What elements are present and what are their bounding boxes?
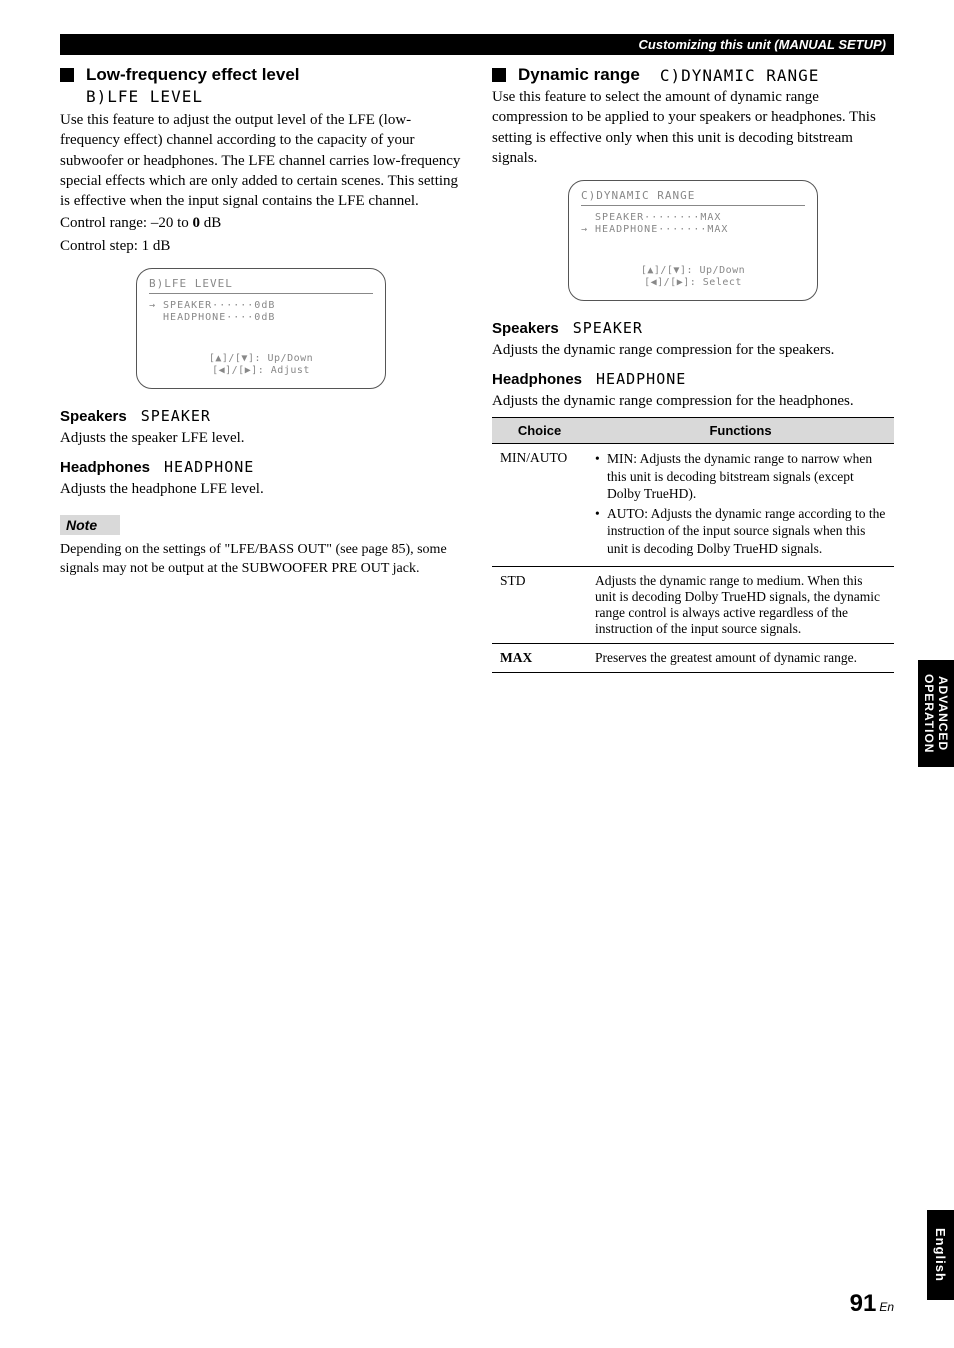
control-step: Control step: 1 dB — [60, 236, 462, 256]
list-item: MIN: Adjusts the dynamic range to narrow… — [595, 450, 886, 503]
bullet-list: MIN: Adjusts the dynamic range to narrow… — [595, 450, 886, 557]
control-range: Control range: –20 to 0 dB — [60, 213, 462, 233]
headphones-desc: Adjusts the headphone LFE level. — [60, 479, 462, 499]
control-range-label: Control range: –20 to — [60, 215, 192, 231]
table-header-row: Choice Functions — [492, 418, 894, 444]
right-column: Dynamic range C)DYNAMIC RANGE Use this f… — [492, 65, 894, 673]
cell-choice: STD — [492, 566, 587, 643]
page-number: 91 — [850, 1290, 877, 1317]
cell-functions: Preserves the greatest amount of dynamic… — [587, 643, 894, 672]
subhead-label: Headphones — [492, 371, 582, 388]
osd-display-lfe: B)LFE LEVEL → SPEAKER······0dB HEADPHONE… — [136, 268, 386, 389]
table-row: MAX Preserves the greatest amount of dyn… — [492, 643, 894, 672]
control-range-unit: dB — [200, 215, 221, 231]
subheading-speakers: Speakers SPEAKER — [492, 319, 894, 338]
cell-functions: Adjusts the dynamic range to medium. Whe… — [587, 566, 894, 643]
table-row: MIN/AUTO MIN: Adjusts the dynamic range … — [492, 444, 894, 566]
cell-functions: MIN: Adjusts the dynamic range to narrow… — [587, 444, 894, 566]
osd-header: C)DYNAMIC RANGE — [581, 189, 805, 206]
subhead-code: HEADPHONE — [164, 458, 254, 476]
list-item: AUTO: Adjusts the dynamic range accordin… — [595, 505, 886, 558]
subheading-headphones: Headphones HEADPHONE — [60, 458, 462, 477]
osd-display-dynamic: C)DYNAMIC RANGE SPEAKER········MAX → HEA… — [568, 180, 818, 301]
bullet-square-icon — [60, 68, 74, 82]
col-functions: Functions — [587, 418, 894, 444]
headphones-desc: Adjusts the dynamic range compression fo… — [492, 391, 894, 411]
subheading-speakers: Speakers SPEAKER — [60, 407, 462, 426]
body-text: Use this feature to adjust the output le… — [60, 110, 462, 211]
page-lang: En — [879, 1300, 894, 1314]
section-code: B)LFE LEVEL — [86, 87, 462, 106]
left-column: Low-frequency effect level B)LFE LEVEL U… — [60, 65, 462, 673]
page-footer: 91En — [850, 1290, 894, 1318]
control-range-value: 0 — [192, 215, 200, 231]
subhead-label: Speakers — [492, 320, 559, 337]
table-row: STD Adjusts the dynamic range to medium.… — [492, 566, 894, 643]
section-title: Dynamic range — [518, 65, 640, 85]
section-heading-lfe: Low-frequency effect level — [60, 65, 462, 85]
osd-header: B)LFE LEVEL — [149, 277, 373, 294]
osd-rows: → SPEAKER······0dB HEADPHONE····0dB — [149, 300, 373, 325]
speakers-desc: Adjusts the speaker LFE level. — [60, 428, 462, 448]
side-tab-english: English — [927, 1210, 954, 1300]
section-code: C)DYNAMIC RANGE — [660, 66, 820, 85]
subhead-label: Speakers — [60, 408, 127, 425]
osd-hints: [▲]/[▼]: Up/Down [◀]/[▶]: Select — [581, 265, 805, 290]
body-text: Use this feature to select the amount of… — [492, 87, 894, 168]
speakers-desc: Adjusts the dynamic range compression fo… — [492, 340, 894, 360]
bullet-square-icon — [492, 68, 506, 82]
cell-choice: MIN/AUTO — [492, 444, 587, 566]
note-text: Depending on the settings of "LFE/BASS O… — [60, 541, 462, 579]
subheading-headphones: Headphones HEADPHONE — [492, 370, 894, 389]
subhead-code: SPEAKER — [141, 407, 211, 425]
cell-choice: MAX — [492, 643, 587, 672]
side-tab-advanced-operation: ADVANCED OPERATION — [918, 660, 954, 767]
subhead-label: Headphones — [60, 459, 150, 476]
dynamic-range-table: Choice Functions MIN/AUTO MIN: Adjusts t… — [492, 417, 894, 672]
two-column-layout: Low-frequency effect level B)LFE LEVEL U… — [60, 65, 894, 673]
section-heading-dynamic: Dynamic range C)DYNAMIC RANGE — [492, 65, 894, 85]
side-tab-line1: ADVANCED — [936, 676, 950, 751]
side-tab-line2: OPERATION — [922, 674, 936, 753]
section-title: Low-frequency effect level — [86, 65, 300, 85]
section-header-bar: Customizing this unit (MANUAL SETUP) — [60, 34, 894, 55]
page: Customizing this unit (MANUAL SETUP) Low… — [0, 0, 954, 1348]
subhead-code: SPEAKER — [573, 319, 643, 337]
osd-hints: [▲]/[▼]: Up/Down [◀]/[▶]: Adjust — [149, 353, 373, 378]
osd-rows: SPEAKER········MAX → HEADPHONE·······MAX — [581, 212, 805, 237]
subhead-code: HEADPHONE — [596, 370, 686, 388]
note-label: Note — [60, 515, 120, 535]
col-choice: Choice — [492, 418, 587, 444]
